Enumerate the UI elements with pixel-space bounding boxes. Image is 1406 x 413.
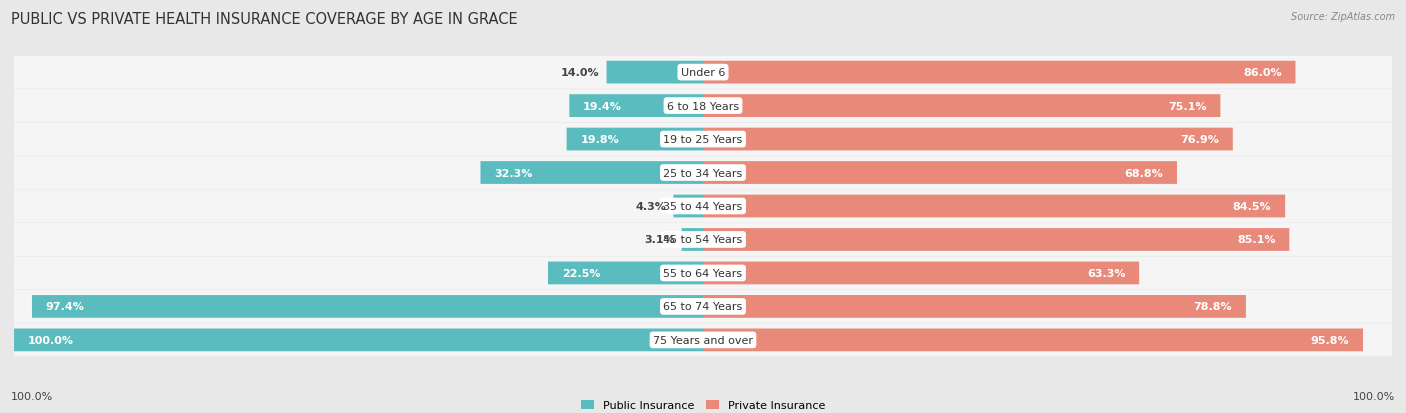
Text: 14.0%: 14.0% <box>561 68 599 78</box>
Text: 4.3%: 4.3% <box>636 202 666 211</box>
Text: 35 to 44 Years: 35 to 44 Years <box>664 202 742 211</box>
Text: Source: ZipAtlas.com: Source: ZipAtlas.com <box>1291 12 1395 22</box>
Text: 68.8%: 68.8% <box>1125 168 1163 178</box>
Text: 55 to 64 Years: 55 to 64 Years <box>664 268 742 278</box>
FancyBboxPatch shape <box>14 257 1392 290</box>
Text: 75 Years and over: 75 Years and over <box>652 335 754 345</box>
Legend: Public Insurance, Private Insurance: Public Insurance, Private Insurance <box>576 395 830 413</box>
FancyBboxPatch shape <box>14 290 1392 323</box>
Text: 100.0%: 100.0% <box>11 391 53 401</box>
Text: 19.4%: 19.4% <box>583 101 621 112</box>
FancyBboxPatch shape <box>703 95 1220 118</box>
FancyBboxPatch shape <box>682 228 703 251</box>
Text: 85.1%: 85.1% <box>1237 235 1275 245</box>
Text: 19.8%: 19.8% <box>581 135 619 145</box>
FancyBboxPatch shape <box>14 157 1392 190</box>
FancyBboxPatch shape <box>14 223 1392 256</box>
Text: 63.3%: 63.3% <box>1087 268 1125 278</box>
FancyBboxPatch shape <box>703 62 1295 84</box>
FancyBboxPatch shape <box>567 128 703 151</box>
Text: 32.3%: 32.3% <box>495 168 533 178</box>
Text: 22.5%: 22.5% <box>562 268 600 278</box>
Text: 75.1%: 75.1% <box>1168 101 1206 112</box>
Text: 19 to 25 Years: 19 to 25 Years <box>664 135 742 145</box>
FancyBboxPatch shape <box>548 262 703 285</box>
Text: 76.9%: 76.9% <box>1180 135 1219 145</box>
FancyBboxPatch shape <box>14 190 1392 223</box>
FancyBboxPatch shape <box>703 295 1246 318</box>
FancyBboxPatch shape <box>32 295 703 318</box>
FancyBboxPatch shape <box>703 228 1289 251</box>
FancyBboxPatch shape <box>703 128 1233 151</box>
Text: 95.8%: 95.8% <box>1310 335 1350 345</box>
FancyBboxPatch shape <box>569 95 703 118</box>
Text: Under 6: Under 6 <box>681 68 725 78</box>
Text: 100.0%: 100.0% <box>1353 391 1395 401</box>
Text: 6 to 18 Years: 6 to 18 Years <box>666 101 740 112</box>
Text: PUBLIC VS PRIVATE HEALTH INSURANCE COVERAGE BY AGE IN GRACE: PUBLIC VS PRIVATE HEALTH INSURANCE COVER… <box>11 12 517 27</box>
FancyBboxPatch shape <box>703 162 1177 185</box>
FancyBboxPatch shape <box>14 57 1392 89</box>
FancyBboxPatch shape <box>703 262 1139 285</box>
Text: 78.8%: 78.8% <box>1194 301 1232 312</box>
FancyBboxPatch shape <box>703 329 1362 351</box>
Text: 97.4%: 97.4% <box>46 301 84 312</box>
Text: 100.0%: 100.0% <box>28 335 75 345</box>
FancyBboxPatch shape <box>14 329 703 351</box>
FancyBboxPatch shape <box>14 90 1392 123</box>
Text: 25 to 34 Years: 25 to 34 Years <box>664 168 742 178</box>
Text: 45 to 54 Years: 45 to 54 Years <box>664 235 742 245</box>
Text: 84.5%: 84.5% <box>1233 202 1271 211</box>
FancyBboxPatch shape <box>14 123 1392 156</box>
Text: 3.1%: 3.1% <box>644 235 675 245</box>
FancyBboxPatch shape <box>703 195 1285 218</box>
FancyBboxPatch shape <box>673 195 703 218</box>
FancyBboxPatch shape <box>14 324 1392 356</box>
FancyBboxPatch shape <box>481 162 703 185</box>
Text: 86.0%: 86.0% <box>1243 68 1282 78</box>
FancyBboxPatch shape <box>606 62 703 84</box>
Text: 65 to 74 Years: 65 to 74 Years <box>664 301 742 312</box>
